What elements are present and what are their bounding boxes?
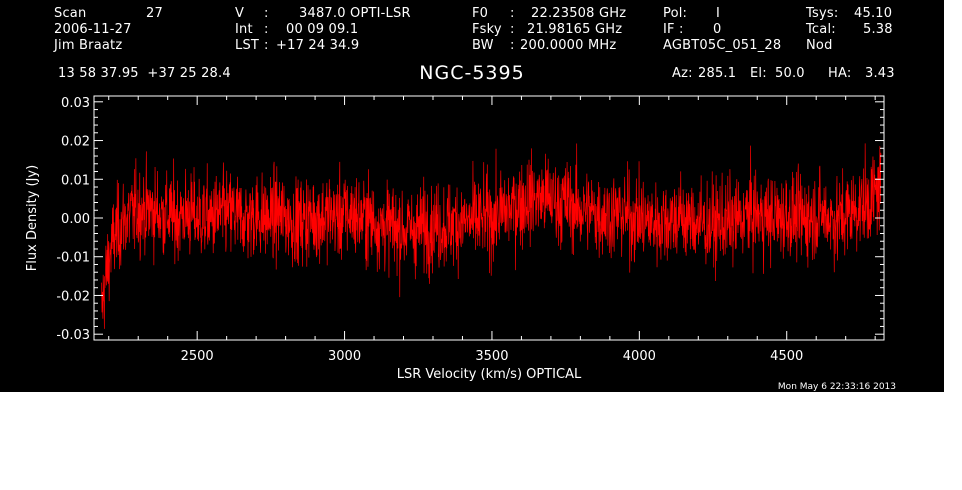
velocity-sep: : — [264, 6, 269, 21]
velocity-label: V — [235, 6, 245, 21]
velocity-value: 3487.0 OPTI-LSR — [299, 6, 411, 21]
el-value: 50.0 — [775, 66, 805, 81]
spectrum-panel: Scan 27 2006-11-27 Jim Braatz V : 3487.0… — [0, 0, 944, 392]
tcal-value: 5.38 — [863, 22, 893, 37]
x-tick-label: 3000 — [328, 349, 361, 364]
chart-title: NGC-5395 — [419, 62, 525, 84]
x-tick-label: 2500 — [181, 349, 214, 364]
y-tick-label: -0.02 — [56, 289, 90, 304]
x-tick-label: 4000 — [623, 349, 656, 364]
pol-label: Pol: — [663, 6, 688, 21]
source-coords: 13 58 37.95 +37 25 28.4 — [58, 66, 231, 81]
project-id: AGBT05C_051_28 — [663, 38, 782, 53]
y-tick-label: -0.01 — [56, 251, 90, 266]
lst-sep: : — [264, 38, 269, 53]
scan-label: Scan — [54, 6, 87, 21]
x-tick-label: 3500 — [475, 349, 508, 364]
y-tick-label: 0.03 — [61, 96, 90, 111]
int-label: Int — [235, 22, 253, 37]
el-label: El: — [750, 66, 767, 81]
int-sep: : — [264, 22, 269, 37]
int-value: 00 09 09.1 — [286, 22, 359, 37]
timestamp: Mon May 6 22:33:16 2013 — [778, 382, 896, 392]
tsys-label: Tsys: — [806, 6, 839, 21]
scan-value: 27 — [146, 6, 163, 21]
tcal-label: Tcal: — [806, 22, 836, 37]
pol-value: I — [716, 6, 721, 21]
y-tick-label: 0.02 — [61, 135, 90, 150]
y-tick-label: 0.01 — [61, 173, 90, 188]
if-label: IF : — [663, 22, 684, 37]
bw-sep: : — [510, 38, 515, 53]
obs-date: 2006-11-27 — [54, 22, 132, 37]
x-axis-label: LSR Velocity (km/s) OPTICAL — [397, 367, 582, 382]
fsky-value: 21.98165 GHz — [527, 22, 623, 37]
az-value: 285.1 — [698, 66, 737, 81]
y-axis-label: Flux Density (Jy) — [25, 165, 40, 271]
fsky-sep: : — [510, 22, 515, 37]
procedure-name: Nod — [806, 38, 833, 53]
lst-value: +17 24 34.9 — [276, 38, 360, 53]
ha-label: HA: — [828, 66, 852, 81]
observer-name: Jim Braatz — [54, 38, 123, 53]
x-tick-label: 4500 — [770, 349, 803, 364]
spectrum-plot: 2500 3000 3500 4000 4500 -0.03 -0.02 -0.01 0.00 0… — [25, 95, 896, 392]
bw-label: BW — [472, 38, 494, 53]
ha-value: 3.43 — [865, 66, 895, 81]
lst-label: LST — [235, 38, 260, 53]
if-value: 0 — [713, 22, 722, 37]
y-tick-label: -0.03 — [56, 328, 90, 343]
series-trace-group — [101, 143, 882, 329]
axis-ticks: 2500 3000 3500 4000 4500 -0.03 -0.02 -0.01 0.00 0… — [56, 96, 884, 364]
spectrum-trace — [101, 143, 882, 329]
f0-sep: : — [510, 6, 515, 21]
y-tick-label: 0.00 — [61, 212, 90, 227]
fsky-label: Fsky — [472, 22, 502, 37]
f0-value: 22.23508 GHz — [531, 6, 627, 21]
f0-label: F0 — [472, 6, 489, 21]
tsys-value: 45.10 — [854, 6, 893, 21]
az-label: Az: — [672, 66, 693, 81]
bw-value: 200.0000 MHz — [520, 38, 617, 53]
